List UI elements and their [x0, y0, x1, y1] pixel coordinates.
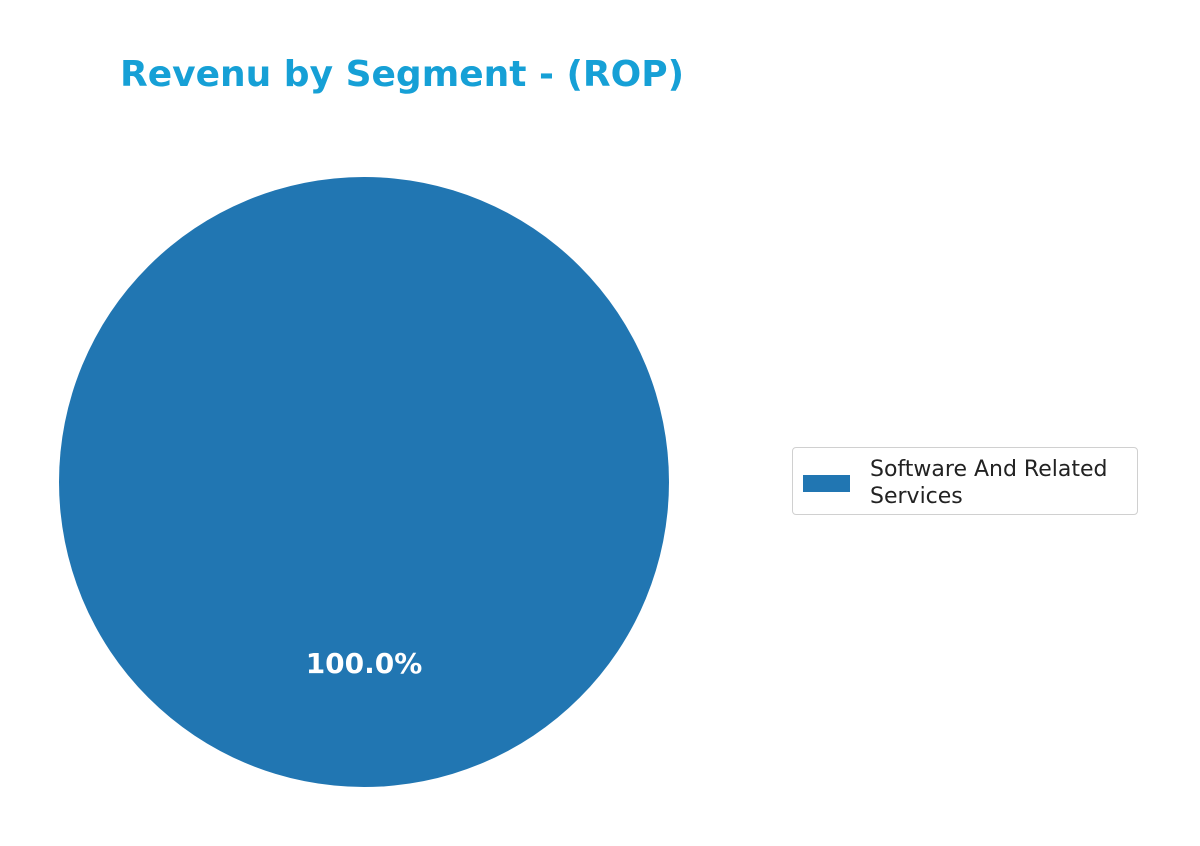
legend-entry: Software And Related Services: [803, 456, 1134, 510]
legend-swatch: [803, 474, 850, 492]
pie-slice: [59, 177, 669, 787]
legend: Software And Related Services: [792, 447, 1138, 515]
legend-label: Software And Related Services: [870, 457, 1108, 509]
value-label: 100.0%: [306, 647, 423, 680]
chart-title: Revenu by Segment - (ROP): [120, 54, 684, 95]
